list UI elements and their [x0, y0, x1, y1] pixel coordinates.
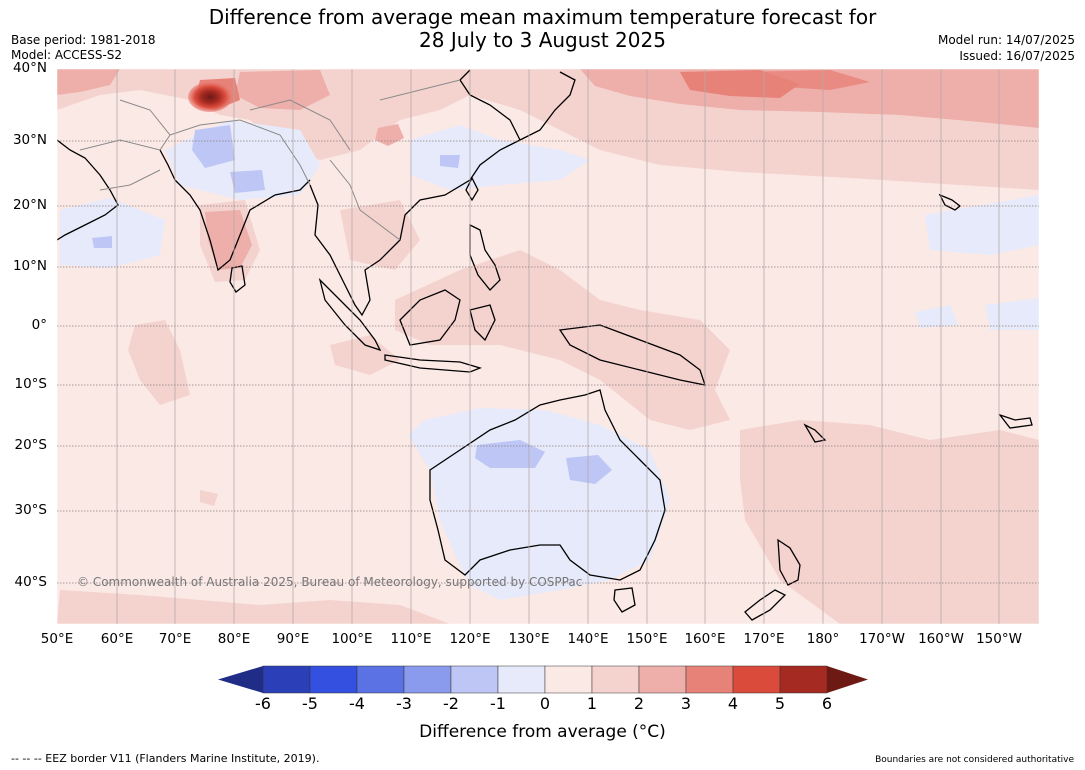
colorbar-segment	[356, 665, 405, 694]
colorbar-segment	[403, 665, 452, 694]
colorbar-segment	[685, 665, 734, 694]
colorbar-extend-min	[218, 666, 263, 693]
colorbar-segment	[497, 665, 546, 694]
colorbar-tick: -2	[443, 694, 459, 713]
colorbar-extend-max	[827, 666, 868, 693]
colorbar-segment	[638, 665, 687, 694]
boundaries-disclaimer: Boundaries are not considered authoritat…	[875, 755, 1074, 765]
colorbar-tick: 3	[680, 694, 692, 713]
longitude-label: 120°E	[449, 631, 491, 647]
colorbar-tick: 2	[633, 694, 645, 713]
colorbar-segment	[262, 665, 311, 694]
longitude-label: 100°E	[331, 631, 373, 647]
copyright-watermark: © Commonwealth of Australia 2025, Bureau…	[77, 575, 583, 589]
latitude-label: 30°N	[12, 132, 47, 148]
longitude-label: 50°E	[40, 631, 74, 647]
anomaly-field	[57, 69, 1039, 624]
base-period-text: Base period: 1981-2018	[11, 33, 156, 47]
colorbar-tick: 4	[727, 694, 739, 713]
longitude-label: 150°W	[976, 631, 1022, 647]
longitude-label: 130°E	[508, 631, 550, 647]
colorbar-tick: -3	[396, 694, 412, 713]
longitude-label: 60°E	[100, 631, 134, 647]
latitude-label: 40°N	[12, 60, 47, 76]
colorbar-segment	[309, 665, 358, 694]
latitude-label: 20°N	[12, 197, 47, 213]
latitude-label: 20°S	[14, 437, 48, 453]
model-text: Model: ACCESS-S2	[11, 48, 123, 62]
colorbar-tick: -1	[490, 694, 506, 713]
longitude-label: 170°W	[859, 631, 905, 647]
colorbar-segment	[732, 665, 781, 694]
latitude-label: 0°	[31, 317, 47, 333]
colorbar-segment	[591, 665, 640, 694]
longitude-label: 160°W	[918, 631, 964, 647]
longitude-label: 80°E	[217, 631, 251, 647]
latitude-label: 30°S	[14, 502, 48, 518]
colorbar-segment	[779, 665, 828, 694]
latitude-label: 40°S	[14, 574, 48, 590]
gridlines	[57, 69, 1039, 624]
map-frame	[56, 68, 1040, 625]
country-borders	[79, 79, 461, 241]
colorbar-tick: -4	[349, 694, 365, 713]
longitude-label: 150°E	[626, 631, 668, 647]
longitude-label: 180°	[806, 631, 840, 647]
longitude-label: 160°E	[684, 631, 726, 647]
latitude-label: 10°N	[12, 258, 47, 274]
longitude-label: 110°E	[390, 631, 432, 647]
model-run-text: Model run: 14/07/2025	[937, 33, 1075, 47]
colorbar	[218, 665, 868, 694]
colorbar-tick: 0	[539, 694, 551, 713]
colorbar-tick: 1	[586, 694, 598, 713]
colorbar-tick: 6	[821, 694, 833, 713]
issued-text: Issued: 16/07/2025	[959, 49, 1075, 63]
longitude-label: 70°E	[158, 631, 192, 647]
chart-title-line2: 28 July to 3 August 2025	[419, 28, 666, 52]
longitude-label: 140°E	[567, 631, 609, 647]
colorbar-tick: 5	[774, 694, 786, 713]
colorbar-label: Difference from average (°C)	[419, 722, 666, 742]
eez-border-note: -- -- -- EEZ border V11 (Flanders Marine…	[11, 752, 320, 765]
longitude-label: 90°E	[276, 631, 310, 647]
colorbar-tick: -5	[302, 694, 318, 713]
latitude-label: 10°S	[14, 376, 48, 392]
colorbar-segment	[544, 665, 593, 694]
colorbar-tick: -6	[255, 694, 271, 713]
colorbar-segment	[450, 665, 499, 694]
longitude-label: 170°E	[743, 631, 785, 647]
chart-title-line1: Difference from average mean maximum tem…	[208, 5, 877, 29]
